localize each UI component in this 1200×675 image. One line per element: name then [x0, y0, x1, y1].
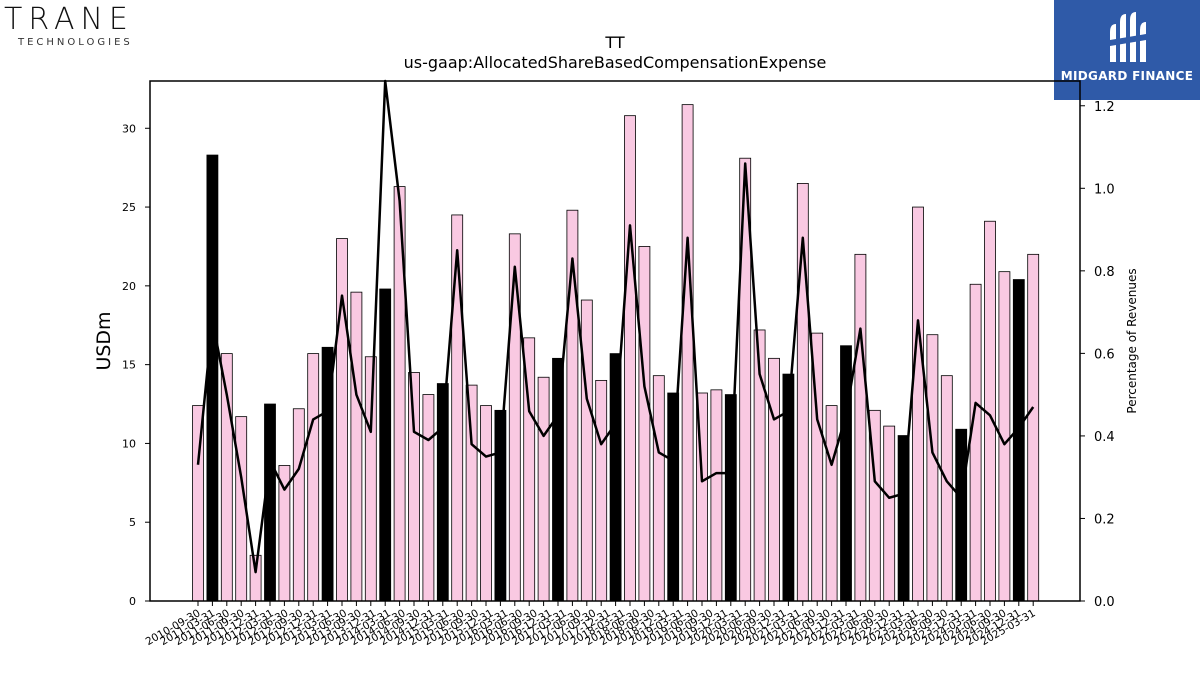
midgard-finance-logo: MIDGARD FINANCE	[1054, 0, 1200, 100]
bar-2015-09-30	[480, 405, 492, 602]
bar-2015-03-31	[451, 214, 464, 602]
left-axis-ticks: 0 5 10 15 20 25 30	[122, 122, 150, 608]
y2-tick-label: 0.6	[1094, 347, 1115, 362]
chart-subtitle: us-gaap:AllocatedShareBasedCompensationE…	[404, 53, 827, 72]
bar-2013-03-31	[336, 238, 348, 602]
bar-2017-09-30	[595, 379, 608, 602]
y2-tick-label: 0.2	[1094, 512, 1115, 527]
bar-2019-03-31	[681, 104, 694, 602]
y2-axis-label: Percentage of Revenues	[1125, 268, 1139, 413]
bar-2016-12-31	[552, 357, 564, 602]
bar-2017-12-31	[609, 353, 622, 602]
bar-2011-09-30	[249, 554, 262, 602]
revenue-percentage-line	[196, 79, 1035, 574]
bar-2020-09-30	[768, 357, 780, 602]
chart-title: TT	[604, 33, 624, 52]
bar-2012-06-30	[292, 408, 305, 602]
trane-technologies-logo: TRANE TECHNOLOGIES	[0, 0, 170, 56]
bar-2018-03-31	[624, 115, 636, 602]
y2-tick-label: 0.4	[1094, 430, 1115, 445]
bar-2024-03-31	[969, 283, 982, 602]
y-tick-label: 25	[122, 201, 136, 214]
y-tick-label: 0	[129, 595, 136, 608]
bar-2012-09-30	[307, 353, 320, 602]
bar-2019-12-31	[724, 394, 737, 602]
midgard-finance-name: MIDGARD FINANCE	[1060, 69, 1194, 83]
bar-2023-03-31	[912, 206, 924, 602]
bar-2023-12-31	[955, 428, 968, 602]
bar-2013-12-31	[379, 288, 392, 602]
bar-2018-09-30	[652, 375, 665, 602]
bars-group	[192, 104, 1040, 602]
bar-2014-09-30	[422, 394, 435, 602]
y2-tick-label: 0.8	[1094, 265, 1115, 280]
y-tick-label: 30	[122, 122, 136, 135]
bar-2016-09-30	[537, 376, 550, 602]
bar-2021-12-31	[840, 345, 852, 602]
y-tick-label: 15	[122, 359, 136, 372]
bar-2021-09-30	[825, 405, 838, 602]
bar-2022-09-30	[883, 425, 896, 602]
y2-tick-label: 1.2	[1094, 100, 1115, 115]
bar-2011-12-31	[264, 403, 276, 602]
y-axis-label: USDm	[93, 311, 115, 370]
bar-2019-09-30	[710, 389, 723, 602]
bar-2023-09-30	[940, 375, 953, 602]
logo-subtitle: TECHNOLOGIES	[18, 37, 133, 48]
midgard-mark-icon	[1110, 12, 1146, 62]
bar-2016-03-31	[508, 233, 521, 602]
y2-tick-label: 1.0	[1094, 182, 1115, 197]
bar-2013-06-30	[350, 291, 363, 602]
line-group	[196, 79, 1035, 574]
y2-tick-label: 0.0	[1094, 595, 1115, 610]
y-tick-label: 10	[122, 437, 136, 450]
bar-2015-06-30	[465, 384, 478, 602]
bar-2014-06-30	[408, 372, 420, 602]
plot-frame	[149, 80, 1081, 602]
right-axis-ticks: 0.0 0.2 0.4 0.6 0.8 1.0 1.2	[1080, 100, 1115, 610]
bar-2010-12-31	[206, 154, 219, 602]
y-tick-label: 5	[129, 516, 136, 529]
x-axis-ticks: 2010-09-302011-03-312011-06-302011-09-30…	[144, 601, 1038, 648]
bar-2025-03-31	[1027, 253, 1040, 602]
y-tick-label: 20	[122, 280, 136, 293]
bar-2018-12-31	[667, 392, 680, 602]
bar-2022-03-31	[854, 253, 867, 602]
bar-2013-09-30	[364, 356, 377, 602]
bar-2023-06-30	[926, 334, 939, 602]
bar-2018-06-30	[638, 246, 651, 602]
bar-2017-06-30	[580, 299, 593, 602]
bar-2024-12-31	[1012, 279, 1025, 602]
logo-wordmark: TRANE	[4, 2, 134, 37]
